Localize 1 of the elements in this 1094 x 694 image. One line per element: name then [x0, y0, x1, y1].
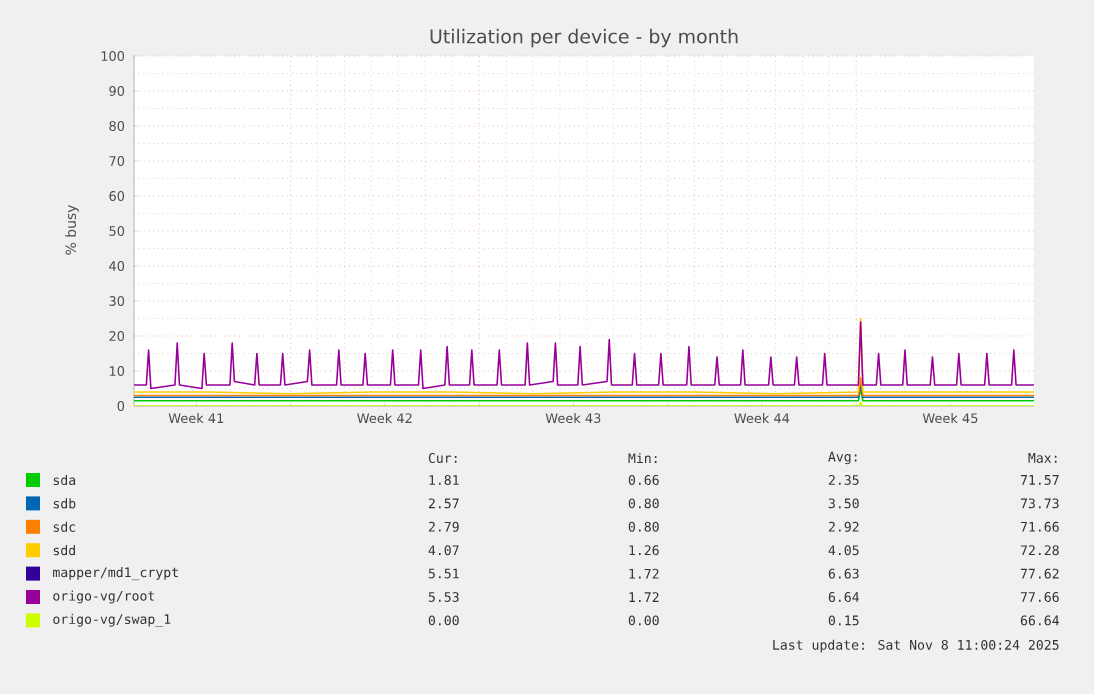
chart-title: Utilization per device - by month — [430, 28, 738, 48]
